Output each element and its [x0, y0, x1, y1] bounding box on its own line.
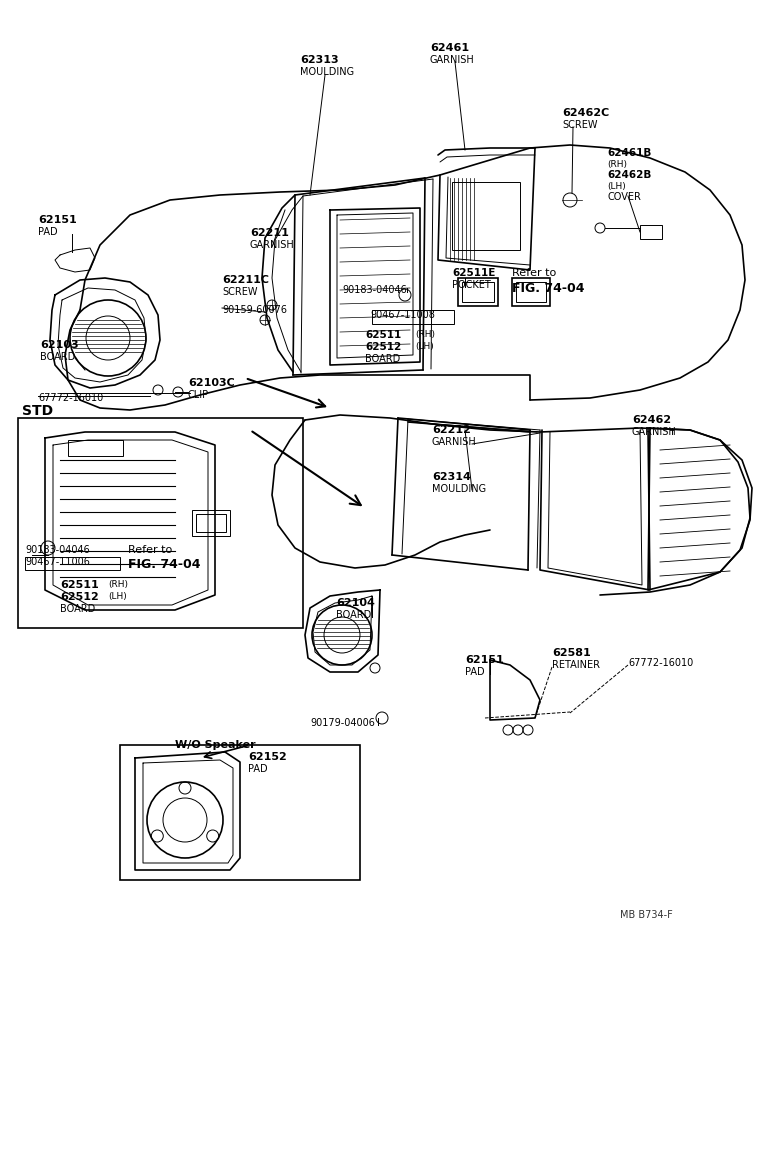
Text: BOARD: BOARD — [40, 353, 75, 362]
Text: Refer to: Refer to — [512, 268, 556, 278]
Text: 62581: 62581 — [552, 647, 591, 658]
Text: 62511E: 62511E — [452, 268, 495, 278]
Text: 62461: 62461 — [430, 43, 469, 53]
Text: CLIP: CLIP — [188, 391, 209, 400]
Text: (LH): (LH) — [607, 182, 625, 191]
Text: 62461B: 62461B — [607, 147, 651, 158]
Text: 62462B: 62462B — [607, 170, 651, 180]
Bar — [25, 558, 120, 570]
Text: 90467-11008: 90467-11008 — [370, 310, 435, 320]
Bar — [462, 282, 494, 302]
Text: 90159-60076: 90159-60076 — [222, 305, 287, 314]
Text: SCREW: SCREW — [562, 120, 598, 130]
Text: POCKET: POCKET — [452, 280, 490, 290]
Text: 62314: 62314 — [432, 472, 471, 482]
Text: BOARD: BOARD — [60, 604, 95, 614]
Text: W/O Speaker: W/O Speaker — [175, 740, 255, 750]
Text: 62104: 62104 — [336, 598, 375, 608]
Bar — [372, 310, 454, 324]
Text: GARNISH: GARNISH — [632, 427, 677, 437]
Text: 62462C: 62462C — [562, 108, 609, 118]
Text: 90467-11006: 90467-11006 — [25, 558, 90, 567]
Text: Refer to: Refer to — [128, 545, 172, 555]
Text: GARNISH: GARNISH — [250, 240, 295, 250]
Bar — [458, 278, 498, 306]
Bar — [68, 440, 123, 456]
Text: (LH): (LH) — [415, 342, 434, 351]
Text: 67772-16010: 67772-16010 — [38, 393, 103, 403]
Text: RETAINER: RETAINER — [552, 660, 600, 670]
Text: GARNISH: GARNISH — [430, 55, 475, 65]
Text: STD: STD — [22, 404, 53, 418]
Bar — [640, 225, 662, 238]
Text: GARNISH: GARNISH — [432, 437, 476, 447]
Text: 62211: 62211 — [250, 228, 289, 238]
Text: 62462: 62462 — [632, 415, 671, 425]
Text: FIG. 74-04: FIG. 74-04 — [512, 282, 584, 295]
Text: 62512: 62512 — [365, 342, 401, 353]
Text: MOULDING: MOULDING — [300, 67, 354, 77]
Text: 67772-16010: 67772-16010 — [628, 658, 693, 668]
Text: 62511: 62511 — [60, 579, 99, 590]
Bar — [18, 418, 303, 628]
Text: 62211C: 62211C — [222, 275, 269, 285]
Text: (LH): (LH) — [108, 592, 126, 601]
Text: 62152: 62152 — [248, 752, 287, 761]
Text: BOARD: BOARD — [336, 611, 371, 620]
Text: 62151: 62151 — [465, 655, 504, 665]
Text: PAD: PAD — [38, 227, 57, 237]
Bar — [120, 745, 360, 880]
Text: SCREW: SCREW — [222, 287, 258, 297]
Text: 62512: 62512 — [60, 592, 99, 602]
Text: MOULDING: MOULDING — [432, 484, 486, 494]
Text: BOARD: BOARD — [365, 354, 400, 364]
Text: 62103C: 62103C — [188, 378, 235, 388]
Text: MB B734-F: MB B734-F — [620, 910, 673, 920]
Text: 90183-04046: 90183-04046 — [342, 285, 407, 295]
Bar — [512, 278, 550, 306]
Text: 90179-04006: 90179-04006 — [310, 718, 375, 728]
Text: (RH): (RH) — [607, 160, 627, 169]
Text: 62103: 62103 — [40, 340, 78, 350]
Text: 62313: 62313 — [300, 55, 338, 65]
Text: (RH): (RH) — [108, 579, 128, 589]
Bar — [516, 282, 546, 302]
Text: PAD: PAD — [465, 667, 485, 677]
Text: 62151: 62151 — [38, 215, 77, 225]
Text: PAD: PAD — [248, 764, 268, 774]
Text: FIG. 74-04: FIG. 74-04 — [128, 558, 200, 571]
Text: 90183-04046: 90183-04046 — [25, 545, 90, 555]
Bar — [196, 514, 226, 532]
Text: 62212: 62212 — [432, 425, 471, 435]
Text: (RH): (RH) — [415, 329, 435, 339]
Bar — [192, 510, 230, 536]
Bar — [452, 182, 520, 250]
Text: 62511: 62511 — [365, 329, 401, 340]
Text: COVER: COVER — [607, 192, 641, 202]
